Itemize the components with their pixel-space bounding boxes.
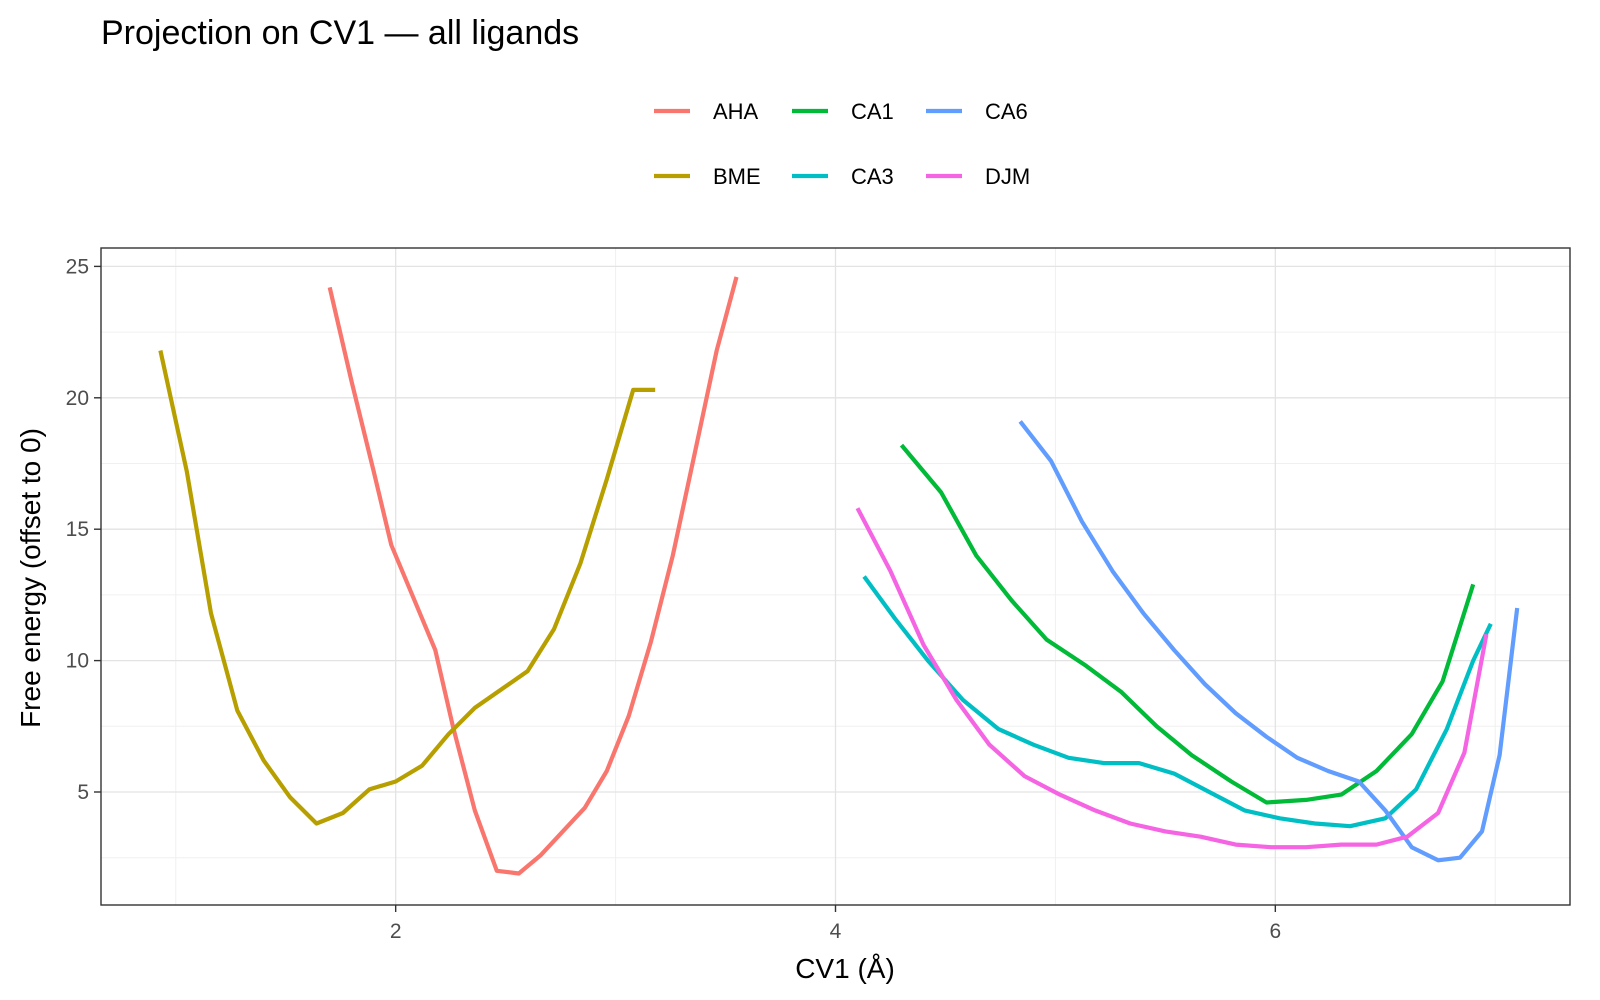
y-tick-label: 25: [66, 255, 89, 278]
series-line-aha: [327, 276, 739, 876]
legend-label-aha: AHA: [713, 99, 759, 124]
y-tick-label: 10: [66, 650, 89, 673]
legend: AHA BME CA1 CA3 CA6 DJM: [654, 99, 1030, 189]
x-axis: 2 4 6: [390, 905, 1281, 943]
series-line-ca3: [862, 575, 1493, 829]
series-line-djm: [855, 507, 1489, 850]
y-tick-label: 5: [77, 781, 89, 804]
x-tick-label: 6: [1269, 920, 1281, 943]
series-line-bme: [158, 350, 656, 826]
legend-label-ca1: CA1: [851, 99, 894, 124]
y-axis: 5 10 15 20 25: [66, 255, 101, 804]
legend-label-bme: BME: [713, 164, 761, 189]
grid-lines: [101, 248, 1570, 905]
y-axis-title: Free energy (offset to 0): [15, 428, 46, 728]
series-line-ca6: [1018, 420, 1520, 863]
chart-title: Projection on CV1 — all ligands: [101, 14, 579, 52]
y-tick-label: 15: [66, 518, 89, 541]
legend-label-djm: DJM: [985, 164, 1030, 189]
y-tick-label: 20: [66, 387, 89, 410]
legend-label-ca6: CA6: [985, 99, 1028, 124]
series-line-ca1: [899, 443, 1476, 805]
x-tick-label: 2: [390, 920, 402, 943]
legend-label-ca3: CA3: [851, 164, 894, 189]
x-tick-label: 4: [830, 920, 842, 943]
series-lines: [158, 276, 1520, 876]
x-axis-title: CV1 (Å): [795, 953, 895, 984]
